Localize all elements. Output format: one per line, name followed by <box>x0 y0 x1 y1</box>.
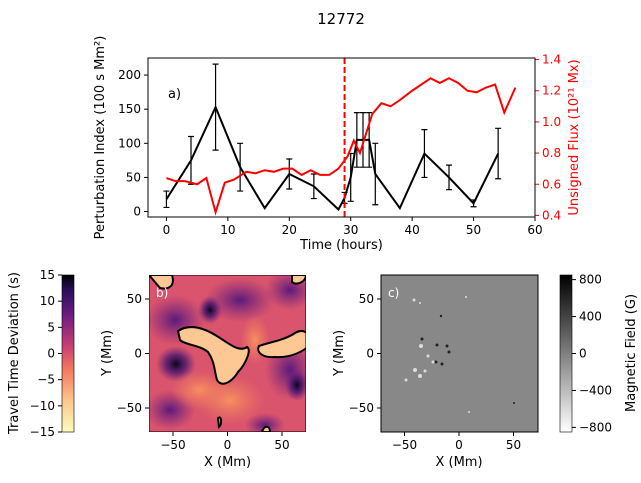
colorbar-tick-label: 400 <box>579 310 602 324</box>
colorbar-tick-label: 0 <box>47 347 55 361</box>
x-tick-label: 50 <box>506 438 521 452</box>
x-tick-label: −50 <box>160 438 185 452</box>
y2-tick-label: 0.8 <box>542 146 561 160</box>
y2-tick-label: 1.2 <box>542 84 561 98</box>
y-tick-label: 200 <box>118 68 141 82</box>
error-bar <box>421 129 428 179</box>
error-bar <box>372 142 379 206</box>
y2-tick-label: 1.0 <box>542 115 561 129</box>
colorbar-tick-label: −800 <box>579 420 612 434</box>
x-tick-label: 30 <box>343 223 358 237</box>
error-bar <box>470 199 477 208</box>
colorbar-tick-label: 5 <box>47 320 55 334</box>
colorbar-tick-label: 10 <box>40 294 55 308</box>
colorbar-tick-label: −400 <box>579 383 612 397</box>
x-tick-label: 0 <box>455 438 463 452</box>
y-axis-label: Perturbation Index (100 s Mm²) <box>93 36 108 240</box>
map-b <box>149 275 306 432</box>
panel-label: c) <box>388 286 399 300</box>
colorbar-tick-label: 15 <box>40 268 55 282</box>
x-axis-label: Time (hours) <box>299 238 383 253</box>
y-axis-label: Y (Mm) <box>332 330 347 377</box>
y-tick-label: 0 <box>133 205 141 219</box>
y2-tick-label: 1.4 <box>542 53 561 67</box>
top-plot: 0 10 20 30 40 50 60 0 50 100 150 200 0.4 0.6 0.8 1.0 1.2… <box>93 36 582 253</box>
y2-tick-label: 0.6 <box>542 177 561 191</box>
error-bar <box>212 63 219 151</box>
colorbar-label: Travel Time Deviation (s) <box>7 272 22 435</box>
x-tick-label: 40 <box>405 223 420 237</box>
plot-frame <box>147 57 536 218</box>
travel-time-colorbar <box>61 274 75 433</box>
colorbar-label: Magnetic Field (G) <box>624 294 639 412</box>
y-tick-label: −50 <box>349 401 374 415</box>
x-tick-label: 60 <box>527 223 542 237</box>
error-bar <box>353 111 360 168</box>
x-tick-label: −50 <box>392 438 417 452</box>
magnetic-field-colorbar <box>559 274 573 433</box>
perturbation-line <box>165 104 500 212</box>
error-bar <box>446 164 452 191</box>
error-bar <box>495 127 502 180</box>
colorbar-tick-label: −10 <box>30 399 55 413</box>
error-bar <box>360 111 366 168</box>
panel-label-a: a) <box>168 87 181 102</box>
y-tick-label: 0 <box>366 347 374 361</box>
y-axis-label: Y (Mm) <box>100 330 115 377</box>
y-tick-label: 50 <box>359 292 374 306</box>
colorbar-tick-label: −5 <box>37 373 55 387</box>
chart-title: 12772 <box>317 10 365 28</box>
x-tick-label: 50 <box>466 223 481 237</box>
x-tick-label: 0 <box>224 438 232 452</box>
error-bar <box>237 142 244 192</box>
flux-line <box>166 77 517 216</box>
colorbar-tick-label: −15 <box>30 425 55 439</box>
x-axis-label: X (Mm) <box>435 455 482 470</box>
y2-tick-label: 0.4 <box>542 208 561 222</box>
x-tick-label: 0 <box>163 223 171 237</box>
y-tick-label: 100 <box>118 136 141 150</box>
x-tick-label: 20 <box>282 223 297 237</box>
y-tick-label: 0 <box>134 347 142 361</box>
panel-label: b) <box>156 286 168 300</box>
y-tick-label: 50 <box>126 170 141 184</box>
error-bar <box>286 158 293 190</box>
error-bar <box>310 173 317 200</box>
y-tick-label: −50 <box>117 401 142 415</box>
error-bar <box>163 190 170 209</box>
colorbar-tick-label: 800 <box>579 273 602 287</box>
x-axis-label: X (Mm) <box>204 455 251 470</box>
colorbar-tick-label: 0 <box>579 347 587 361</box>
y-tick-label: 50 <box>127 292 142 306</box>
x-tick-label: 10 <box>220 223 235 237</box>
map-c <box>380 274 539 433</box>
y-tick-label: 150 <box>118 102 141 116</box>
x-tick-label: 50 <box>274 438 289 452</box>
error-bar <box>188 135 194 185</box>
y2-axis-label: Unsigned Flux (10²¹ Mx) <box>567 59 582 215</box>
